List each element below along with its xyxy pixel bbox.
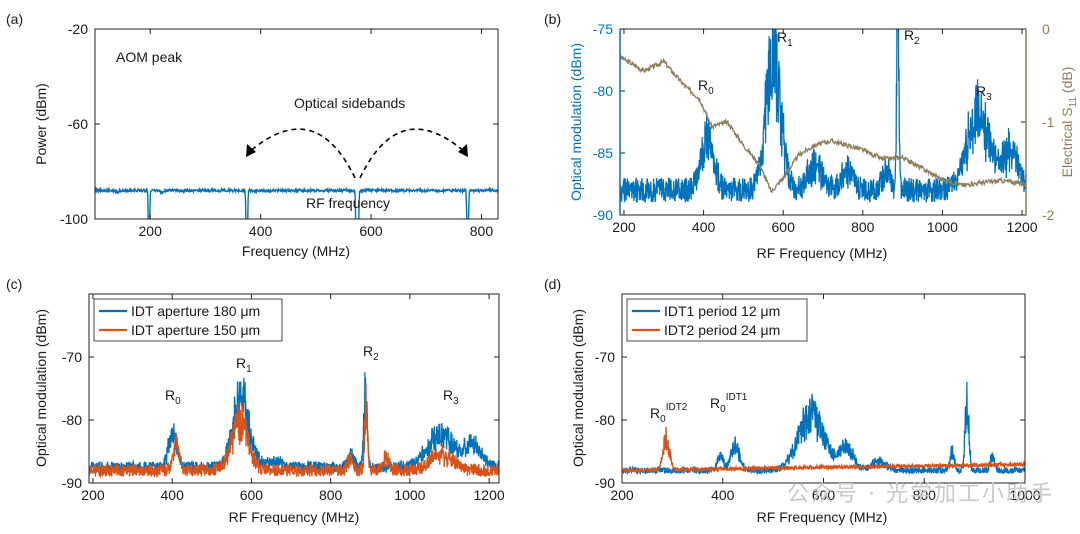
panel-b-label: (b) xyxy=(544,11,561,27)
panel-c-annotation-r3: R3 xyxy=(443,387,459,407)
x-tick-label: 800 xyxy=(913,487,937,503)
panel-b-plot-area xyxy=(620,29,1026,203)
panel-c-frame xyxy=(88,293,500,484)
panel-d-ylabel: Optical modulation (dBm) xyxy=(570,309,586,467)
panel-b-ylabel-right: Electrical S11 (dB) xyxy=(1059,67,1079,178)
x-tick-label: 200 xyxy=(139,223,163,239)
panel-d-annotation-r0-idt1: R0IDT1 xyxy=(710,392,748,415)
x-tick-label: 1000 xyxy=(394,487,425,503)
panel-b-annotation-r1: R1 xyxy=(777,29,793,49)
panel-d-annotation-r0-idt2: R0IDT2 xyxy=(650,402,688,425)
y-tick-label: -90 xyxy=(62,475,82,491)
panel-c-label: (c) xyxy=(6,276,22,292)
panel-b-annotation-r0: R0 xyxy=(698,77,714,97)
panel-b-xlabel: RF Frequency (MHz) xyxy=(757,245,888,261)
panel-c-legend xyxy=(93,298,283,342)
panel-d-series-1 xyxy=(622,426,1025,475)
x-tick-label: 600 xyxy=(359,223,383,239)
x-tick-label: 400 xyxy=(249,223,273,239)
panel-d-xlabel: RF Frequency (MHz) xyxy=(757,509,888,525)
x-tick-label: 800 xyxy=(319,487,343,503)
panel-c-annotation-r2: R2 xyxy=(363,343,379,363)
panel-a-xlabel: Frequency (MHz) xyxy=(242,243,350,259)
panel-a-label: (a) xyxy=(6,11,23,27)
panel-c-xlabel: RF Frequency (MHz) xyxy=(229,509,360,525)
panel-b: (b) 200 400 600 800 1000 1200 -75 -80 -85 -90 0 -1 -… xyxy=(544,11,1079,261)
x-tick-label: 1000 xyxy=(927,219,958,235)
panel-c-annotation-r1: R1 xyxy=(236,355,252,375)
panel-b-annotation-r2: R2 xyxy=(904,27,920,47)
panel-d-legend xyxy=(626,298,808,342)
panel-c-plot-area xyxy=(89,372,499,479)
panel-a-annotation-sidebands: Optical sidebands xyxy=(294,95,405,111)
panel-b-ylabel-left: Optical modulation (dBm) xyxy=(568,43,584,201)
panel-d-plot-area xyxy=(622,381,1025,476)
x-tick-label: 200 xyxy=(610,487,634,503)
x-tick-label: 200 xyxy=(81,487,105,503)
panel-c: (c) 200 400 600 800 1000 1200 -70 -80 -90 RF Fre… xyxy=(6,276,505,525)
panel-b-series-1 xyxy=(620,55,1026,194)
y-tick-label: -70 xyxy=(595,349,615,365)
sideband-arrowhead-left xyxy=(246,144,256,157)
panel-a: (a) 200 400 600 800 -20 -60 -100 Frequency (MH… xyxy=(6,11,499,259)
y-tick-label: -70 xyxy=(62,349,82,365)
panel-d-label: (d) xyxy=(544,276,561,292)
x-tick-label: 400 xyxy=(692,219,716,235)
panel-a-ylabel: Power (dBm) xyxy=(33,83,49,165)
watermark: 公众号 · 光学加工小助手 xyxy=(787,482,1054,507)
panel-d-series-0 xyxy=(622,381,1025,476)
x-tick-label: 400 xyxy=(711,487,735,503)
panel-a-series-0 xyxy=(95,186,498,219)
panel-a-annotation-rf-frequency: RF frequency xyxy=(306,195,390,211)
y-right-tick-label: 0 xyxy=(1042,21,1050,37)
sideband-arrowhead-right xyxy=(458,144,468,157)
panel-c-legend-label-150: IDT aperture 150 μm xyxy=(131,322,260,338)
sideband-arrow-left xyxy=(247,128,356,179)
panel-c-series-1 xyxy=(89,383,499,479)
y-right-tick-label: -1 xyxy=(1042,114,1055,130)
x-tick-label: 1200 xyxy=(1006,219,1037,235)
panel-a-annotation-aom-peak: AOM peak xyxy=(116,49,183,65)
panel-d-legend-label-idt2: IDT2 period 24 μm xyxy=(664,322,780,338)
y-tick-label: -20 xyxy=(68,21,88,37)
x-tick-label: 800 xyxy=(851,219,875,235)
y-tick-label: -100 xyxy=(60,211,88,227)
y-tick-label: -90 xyxy=(595,475,615,491)
panel-d: (d) 200 400 600 800 1000 -70 -80 -90 RF Frequen… xyxy=(544,276,1041,525)
y-tick-label: -80 xyxy=(593,83,613,99)
y-right-tick-label: -2 xyxy=(1042,207,1055,223)
panel-a-plot-area xyxy=(95,186,498,219)
y-tick-label: -60 xyxy=(68,116,88,132)
x-tick-label: 200 xyxy=(612,219,636,235)
panel-c-annotation-r0: R0 xyxy=(165,387,181,407)
panel-d-legend-label-idt1: IDT1 period 12 μm xyxy=(664,303,780,319)
panel-c-legend-label-180: IDT aperture 180 μm xyxy=(131,303,260,319)
y-tick-label: -90 xyxy=(593,207,613,223)
x-tick-label: 400 xyxy=(161,487,185,503)
x-tick-label: 600 xyxy=(772,219,796,235)
panel-b-series-0 xyxy=(620,29,1026,203)
x-tick-label: 600 xyxy=(240,487,264,503)
sideband-arrow-right xyxy=(359,128,467,179)
x-tick-label: 1200 xyxy=(474,487,505,503)
x-tick-label: 800 xyxy=(470,223,494,239)
panel-c-ylabel: Optical modulation (dBm) xyxy=(33,309,49,467)
y-tick-label: -85 xyxy=(593,145,613,161)
x-tick-label: 600 xyxy=(812,487,836,503)
x-tick-label: 1000 xyxy=(1009,487,1040,503)
y-tick-label: -75 xyxy=(593,21,613,37)
y-tick-label: -80 xyxy=(595,412,615,428)
panel-b-annotation-r3: R3 xyxy=(976,83,992,103)
y-tick-label: -80 xyxy=(62,412,82,428)
